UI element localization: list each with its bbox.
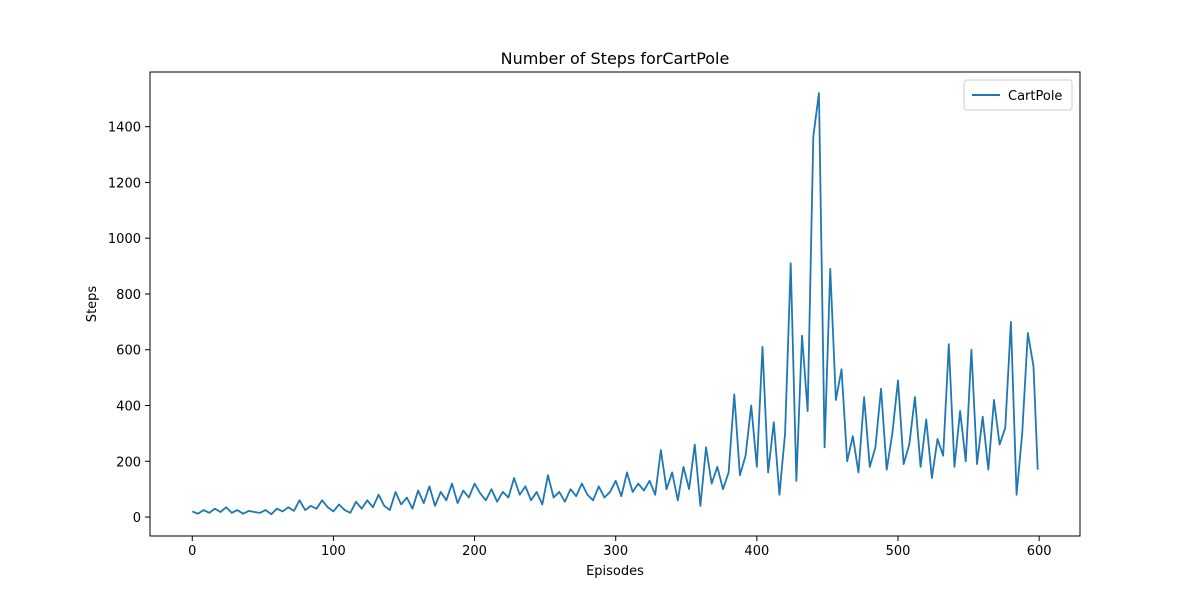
x-tick-label: 600 <box>1027 544 1052 559</box>
y-tick-label: 1400 <box>108 121 141 136</box>
y-tick-label: 0 <box>133 511 141 526</box>
y-tick-label: 800 <box>116 288 141 303</box>
y-axis-label: Steps <box>85 286 100 323</box>
legend-box <box>963 79 1073 111</box>
legend-label: CartPole <box>1008 89 1062 104</box>
y-tick-label: 400 <box>116 400 141 415</box>
x-axis-label: Episodes <box>586 564 644 579</box>
x-tick-label: 100 <box>321 544 346 559</box>
x-tick-label: 200 <box>462 544 487 559</box>
x-tick-label: 500 <box>886 544 911 559</box>
chart-title: Number of Steps forCartPole <box>501 49 730 68</box>
data-line <box>191 92 1039 516</box>
x-tick-label: 0 <box>188 544 196 559</box>
x-tick-label: 400 <box>744 544 769 559</box>
y-tick-label: 1000 <box>108 232 141 247</box>
x-tick-label: 300 <box>603 544 628 559</box>
plot-frame <box>149 71 1081 537</box>
y-tick-label: 1200 <box>108 176 141 191</box>
y-tick-label: 600 <box>116 344 141 359</box>
y-tick-label: 200 <box>116 455 141 470</box>
